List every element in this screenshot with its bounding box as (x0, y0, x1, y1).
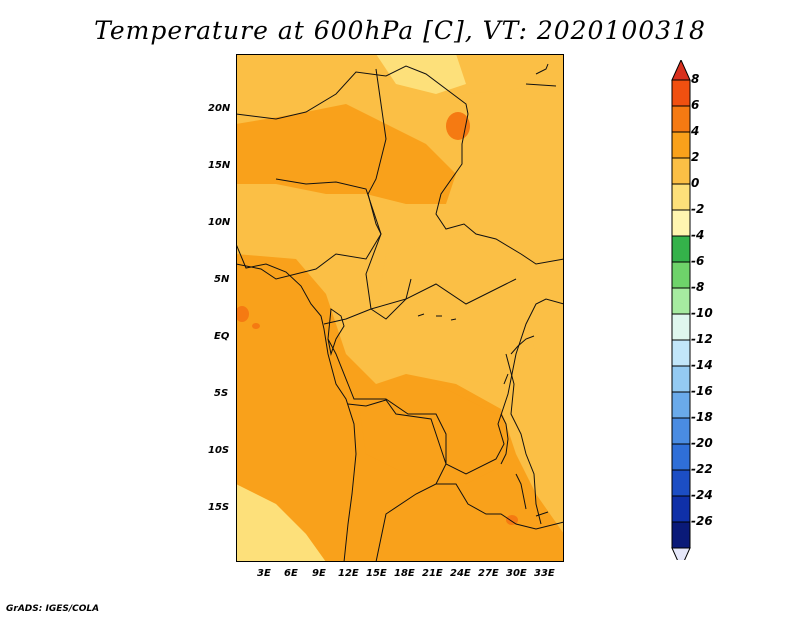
lake-line (503, 335, 535, 385)
field-warm (236, 306, 249, 322)
border-line (327, 298, 564, 475)
lon-label: 18E (394, 568, 415, 579)
colorbar-swatch (671, 521, 691, 549)
lon-label: 9E (312, 568, 326, 579)
lon-label: 33E (534, 568, 555, 579)
colorbar-tick-label: 4 (691, 124, 700, 138)
chart-title: Temperature at 600hPa [C], VT: 202010031… (94, 16, 706, 45)
colorbar-swatch (671, 235, 691, 263)
lake-line (417, 313, 457, 321)
map-panel (236, 54, 564, 562)
colorbar-swatch (671, 183, 691, 211)
lat-label: 10N (208, 217, 231, 228)
colorbar-swatch (671, 365, 691, 393)
lat-label: 15N (208, 160, 231, 171)
footer-credit: GrADS: IGES/COLA (6, 604, 100, 614)
lon-label: 30E (506, 568, 527, 579)
field-warm (446, 112, 470, 140)
field-warm (252, 323, 260, 329)
border-line (236, 65, 469, 120)
lon-label: 27E (478, 568, 499, 579)
colorbar-tick-label: -2 (691, 202, 705, 216)
field-deep (236, 104, 456, 204)
lon-label: 3E (257, 568, 271, 579)
colorbar-tick-label: -16 (691, 384, 713, 398)
colorbar-tick-label: -4 (691, 228, 705, 242)
map-svg (236, 54, 564, 562)
border-line (436, 483, 564, 530)
lat-label: EQ (214, 331, 230, 342)
lon-label: 12E (338, 568, 359, 579)
border-line (323, 278, 412, 325)
colorbar-swatch (671, 261, 691, 289)
lon-label: 15E (366, 568, 387, 579)
colorbar-swatch (671, 391, 691, 419)
border-line (236, 233, 382, 280)
colorbar-top-arrow (671, 60, 691, 81)
border-line (435, 113, 564, 265)
lake-line (525, 63, 557, 87)
lon-label: 24E (450, 568, 471, 579)
border-line (347, 399, 447, 562)
colorbar-swatch (671, 157, 691, 185)
border-line (275, 178, 517, 320)
field-light (236, 484, 326, 562)
colorbar-tick-label: -18 (691, 410, 713, 424)
colorbar-swatch (671, 105, 691, 133)
colorbar-tick-label: -8 (691, 280, 705, 294)
border-line (505, 353, 542, 525)
colorbar-tick-label: -14 (691, 358, 713, 372)
field-medium (466, 84, 564, 254)
colorbar-tick-label: 2 (691, 150, 700, 164)
colorbar-tick-label: -24 (691, 488, 713, 502)
colorbar-swatch (671, 79, 691, 107)
border-line (327, 308, 345, 356)
coastline (236, 243, 357, 562)
colorbar-tick-label: 6 (691, 98, 700, 112)
colorbar-swatch (671, 209, 691, 237)
lat-label: 5N (214, 274, 230, 285)
colorbar-tick-label: -22 (691, 462, 713, 476)
borders (236, 63, 564, 562)
lat-label: 15S (208, 502, 230, 513)
lat-label: 5S (214, 388, 229, 399)
border-line (367, 68, 387, 235)
lat-label: 20N (208, 103, 231, 114)
lon-label: 6E (284, 568, 298, 579)
lon-label: 21E (422, 568, 443, 579)
field-warm (506, 515, 518, 525)
colorbar-bottom-arrow (671, 547, 691, 560)
map-frame (236, 54, 564, 562)
colorbar-swatch (671, 495, 691, 523)
colorbar-tick-label: 0 (691, 176, 700, 190)
lake-line (515, 473, 549, 517)
colorbar-swatch (671, 131, 691, 159)
colorbar-tick-label: 8 (691, 72, 700, 86)
colorbar-swatch (671, 443, 691, 471)
field-light (376, 54, 466, 94)
colorbar-tick-label: -26 (691, 514, 713, 528)
colorbar (671, 60, 691, 560)
colorbar-swatch (671, 287, 691, 315)
colorbar-tick-label: -10 (691, 306, 713, 320)
field-medium (376, 234, 536, 384)
colorbar-tick-label: -20 (691, 436, 713, 450)
colorbar-swatch (671, 313, 691, 341)
colorbar-tick-label: -6 (691, 254, 705, 268)
field-deep (356, 384, 506, 484)
colorbar-swatch (671, 469, 691, 497)
colorbar-swatch (671, 339, 691, 367)
colorbar-tick-label: -12 (691, 332, 713, 346)
lake-line (500, 413, 509, 465)
lat-label: 10S (208, 445, 230, 456)
colorbar-swatch (671, 417, 691, 445)
